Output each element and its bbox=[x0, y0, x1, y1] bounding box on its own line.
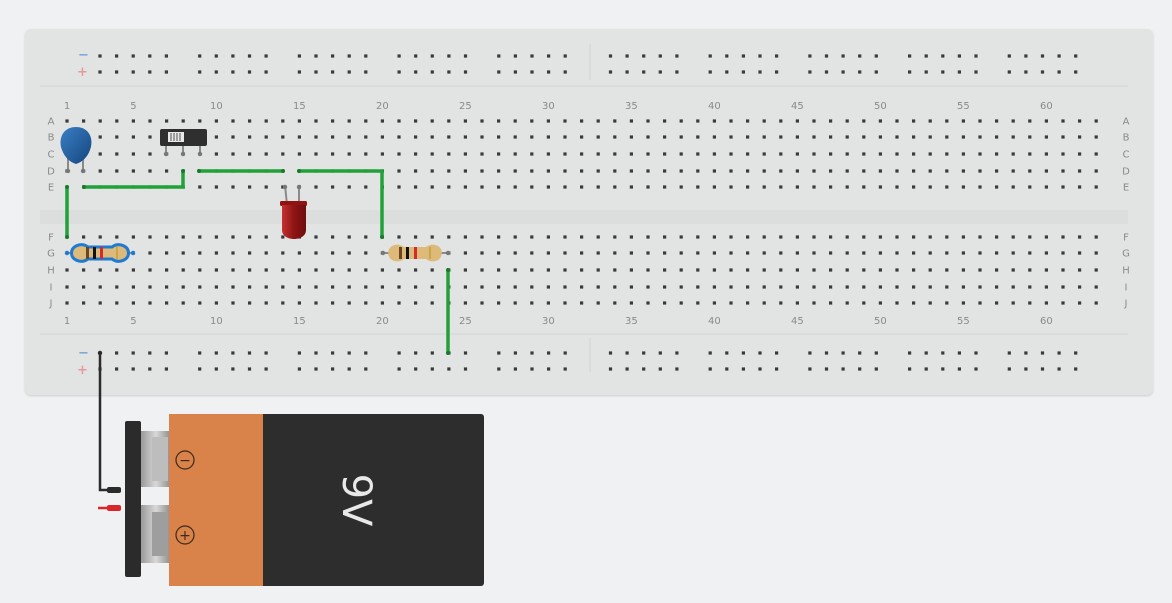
column-number-bottom: 1 bbox=[64, 316, 70, 327]
column-number-top: 15 bbox=[293, 101, 306, 112]
column-number-bottom: 25 bbox=[459, 316, 472, 327]
column-number-bottom: 15 bbox=[293, 316, 306, 327]
battery-9v[interactable]: − + 9V bbox=[125, 414, 484, 586]
battery-band bbox=[169, 414, 263, 586]
battery-plus-symbol: + bbox=[179, 528, 191, 544]
battery-label: 9V bbox=[333, 474, 379, 527]
column-number-bottom: 35 bbox=[625, 316, 638, 327]
resistor-selected[interactable] bbox=[64, 243, 136, 263]
column-number-top: 1 bbox=[64, 101, 70, 112]
row-letter-left: H bbox=[47, 266, 55, 277]
column-number-top: 50 bbox=[874, 101, 887, 112]
battery-cap bbox=[125, 421, 141, 577]
row-letter-left: J bbox=[49, 299, 53, 310]
column-number-top: 30 bbox=[542, 101, 555, 112]
row-letter-right: B bbox=[1123, 133, 1130, 144]
wire-d15-f19[interactable] bbox=[297, 169, 384, 239]
column-number-top: 55 bbox=[957, 101, 970, 112]
row-letter-right: E bbox=[1123, 183, 1129, 194]
rail-plus-bottom: + bbox=[77, 363, 88, 378]
row-letter-left: I bbox=[50, 283, 53, 294]
row-letter-left: F bbox=[48, 233, 54, 244]
column-number-bottom: 50 bbox=[874, 316, 887, 327]
rail-minus-top: − bbox=[78, 48, 89, 63]
resistor[interactable] bbox=[380, 244, 451, 262]
wire-endpoints bbox=[65, 169, 450, 355]
row-letter-right: F bbox=[1123, 233, 1129, 244]
column-number-bottom: 60 bbox=[1040, 316, 1053, 327]
wire-e2-d8[interactable] bbox=[82, 169, 185, 189]
row-letter-left: G bbox=[47, 249, 55, 260]
column-number-bottom: 30 bbox=[542, 316, 555, 327]
row-letter-left: E bbox=[48, 183, 54, 194]
column-number-top: 45 bbox=[791, 101, 804, 112]
battery-lead-black[interactable] bbox=[98, 353, 113, 492]
column-number-bottom: 45 bbox=[791, 316, 804, 327]
column-number-top: 20 bbox=[376, 101, 389, 112]
row-letter-right: C bbox=[1123, 150, 1130, 161]
row-letter-left: D bbox=[47, 167, 55, 178]
row-letter-left: A bbox=[48, 117, 55, 128]
column-number-top: 60 bbox=[1040, 101, 1053, 112]
wires-green[interactable] bbox=[65, 169, 450, 355]
battery-minus-symbol: − bbox=[179, 453, 191, 469]
row-letter-left: B bbox=[48, 133, 55, 144]
slide-switch[interactable] bbox=[160, 129, 207, 157]
row-letter-right: G bbox=[1122, 249, 1130, 260]
switch-slider[interactable] bbox=[168, 132, 184, 142]
center-channel bbox=[40, 210, 1128, 224]
breadboard-labels: 1155101015152020252530303535404045455050… bbox=[47, 101, 1130, 327]
red-led[interactable] bbox=[280, 184, 307, 239]
row-letter-right: I bbox=[1125, 283, 1128, 294]
breadboard-holes[interactable] bbox=[65, 54, 1098, 371]
row-letter-right: A bbox=[1123, 117, 1130, 128]
column-number-top: 5 bbox=[130, 101, 136, 112]
column-number-top: 10 bbox=[210, 101, 223, 112]
column-number-bottom: 40 bbox=[708, 316, 721, 327]
column-number-bottom: 5 bbox=[130, 316, 136, 327]
rail-minus-bottom: − bbox=[78, 346, 89, 361]
column-number-top: 40 bbox=[708, 101, 721, 112]
column-number-top: 35 bbox=[625, 101, 638, 112]
rail-plus-top: + bbox=[77, 65, 88, 80]
row-letter-right: H bbox=[1122, 266, 1130, 277]
battery-leads[interactable] bbox=[97, 350, 121, 511]
ceramic-capacitor[interactable] bbox=[60, 127, 92, 174]
row-letter-left: C bbox=[48, 150, 55, 161]
row-letter-right: J bbox=[1124, 299, 1128, 310]
row-letter-right: D bbox=[1122, 167, 1130, 178]
column-number-top: 25 bbox=[459, 101, 472, 112]
column-number-bottom: 10 bbox=[210, 316, 223, 327]
column-number-bottom: 55 bbox=[957, 316, 970, 327]
column-number-bottom: 20 bbox=[376, 316, 389, 327]
